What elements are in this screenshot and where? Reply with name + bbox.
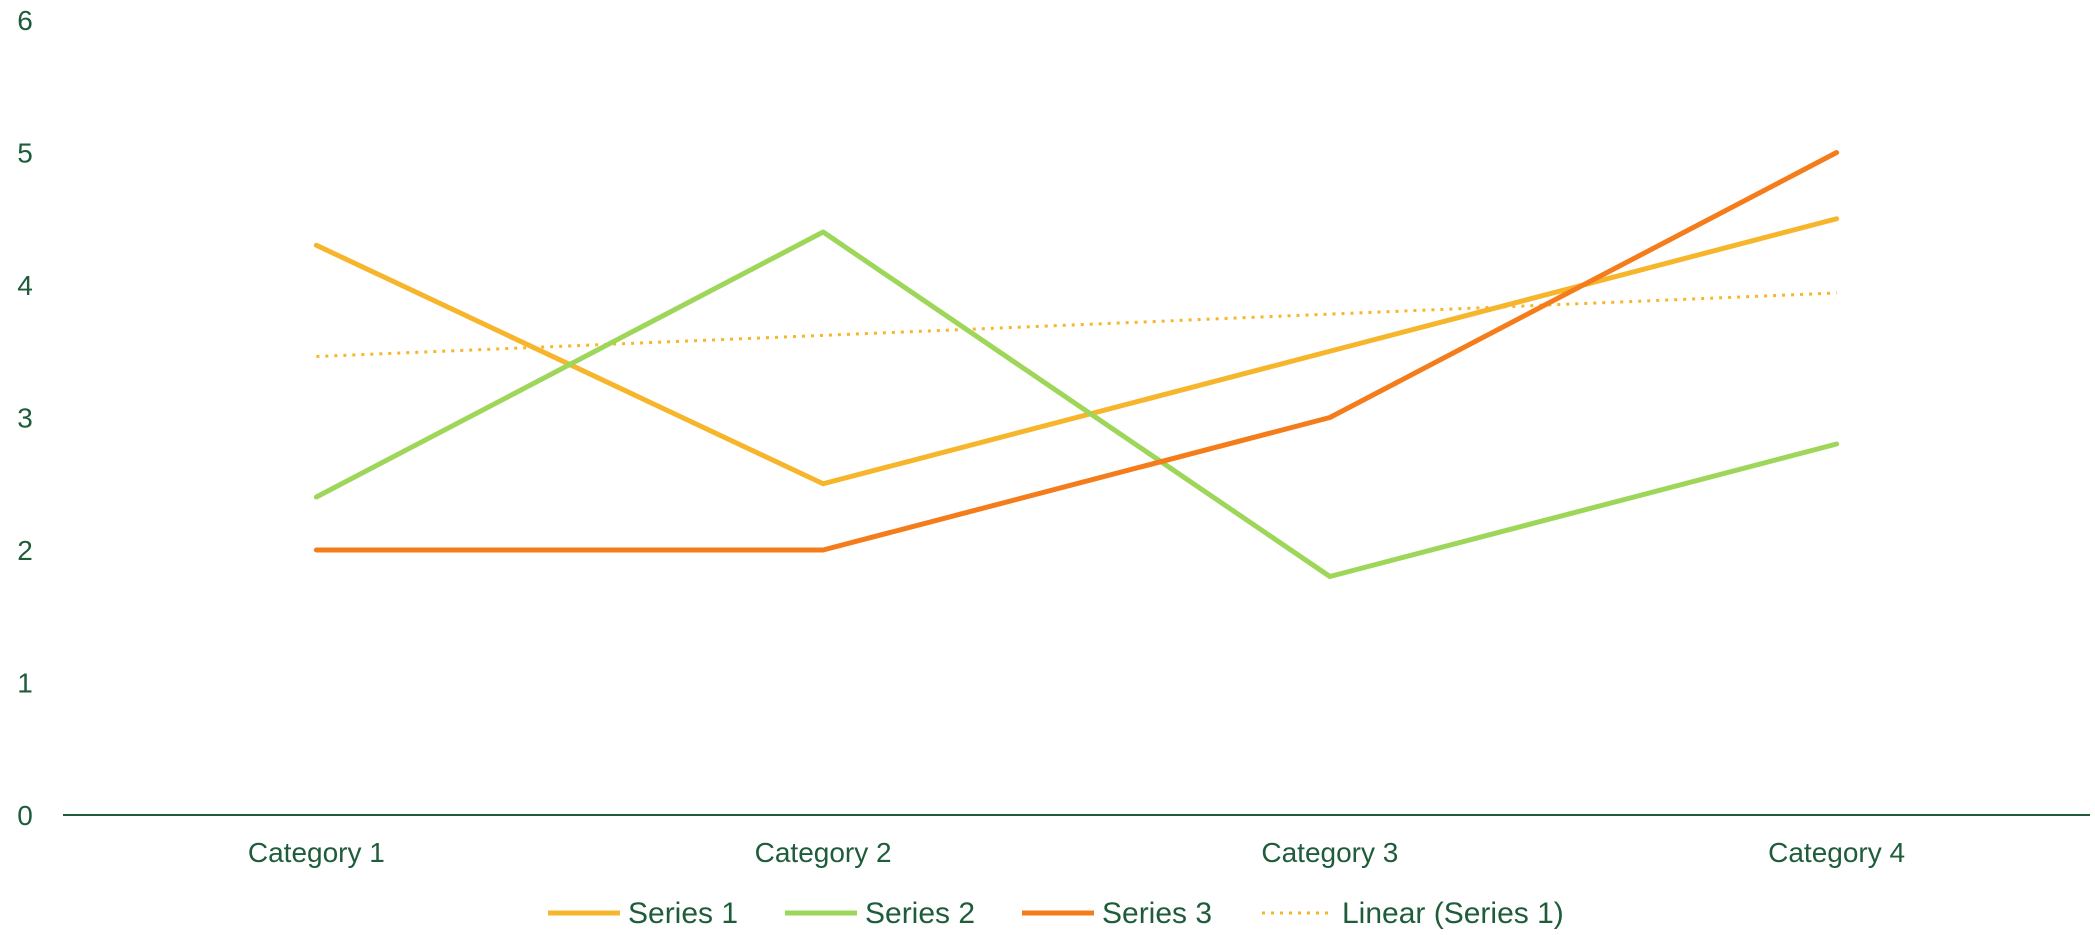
y-tick-label: 2 bbox=[17, 535, 33, 566]
series-line-2 bbox=[313, 229, 1840, 579]
x-tick-label: Category 1 bbox=[248, 837, 385, 868]
x-tick-label: Category 3 bbox=[1261, 837, 1398, 868]
y-tick-label: 1 bbox=[17, 668, 33, 699]
series-line-1 bbox=[313, 216, 1840, 487]
x-tick-label: Category 4 bbox=[1768, 837, 1905, 868]
legend-label: Series 2 bbox=[865, 897, 975, 930]
trendline-layer bbox=[316, 291, 1837, 359]
legend-label: Series 1 bbox=[628, 897, 738, 930]
y-tick-label: 4 bbox=[17, 270, 33, 301]
legend: Series 1 Series 2 Series 3 Linear (Series 1… bbox=[548, 897, 1564, 930]
y-axis-tick-labels: 0 1 2 3 4 5 6 bbox=[17, 5, 33, 831]
y-tick-label: 0 bbox=[17, 800, 33, 831]
y-tick-label: 3 bbox=[17, 403, 33, 434]
legend-label: Linear (Series 1) bbox=[1342, 897, 1564, 930]
y-tick-label: 6 bbox=[17, 5, 33, 36]
x-tick-label: Category 2 bbox=[755, 837, 892, 868]
series-lines bbox=[313, 150, 1840, 579]
trendline bbox=[316, 291, 1837, 359]
series-line-3 bbox=[313, 150, 1840, 553]
y-tick-label: 5 bbox=[17, 138, 33, 169]
x-axis-tick-labels: Category 1 Category 2 Category 3 Category 4 bbox=[248, 837, 1905, 868]
legend-label: Series 3 bbox=[1102, 897, 1212, 930]
